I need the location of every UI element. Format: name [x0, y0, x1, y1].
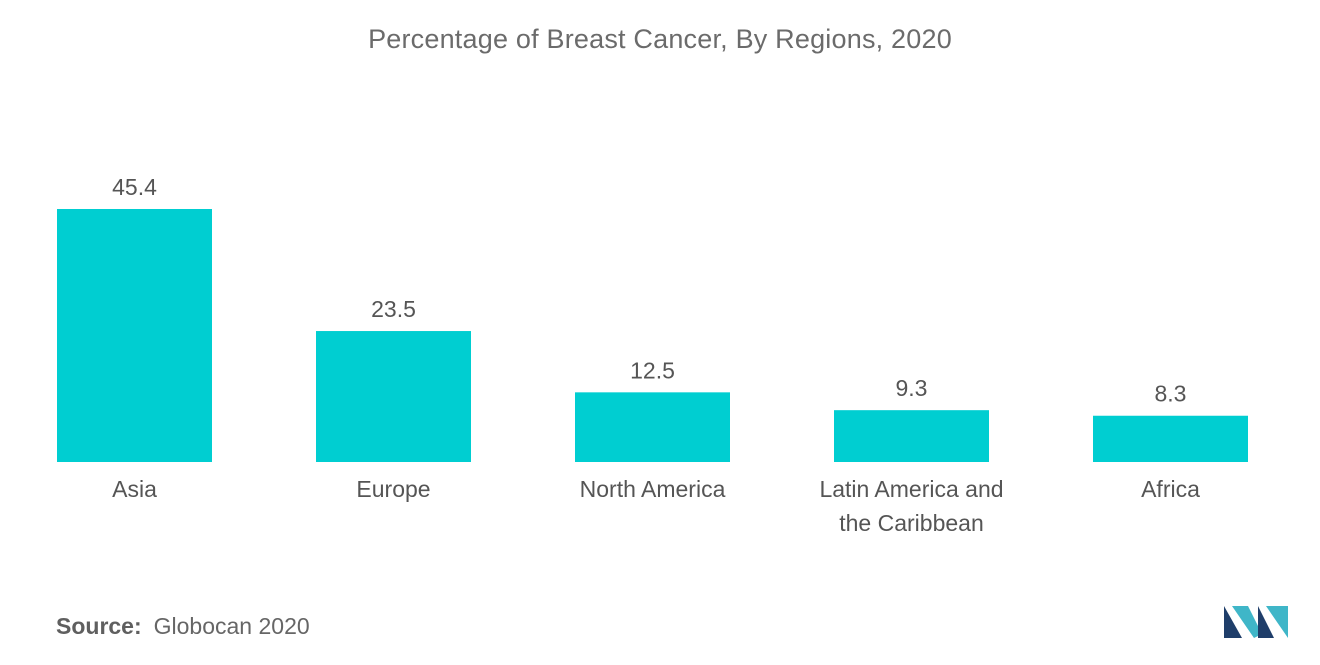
value-label-3: 9.3: [896, 375, 928, 401]
logo-shape-right: [1266, 606, 1288, 638]
value-labels-layer: 45.4 23.5 12.5 9.3 8.3: [112, 174, 1186, 407]
logo-shape-mid-right: [1258, 606, 1274, 638]
category-label-1: Europe: [356, 476, 430, 502]
category-label-2: North America: [580, 476, 726, 502]
bar-1: [316, 331, 471, 462]
bar-2: [575, 392, 730, 462]
bar-4: [1093, 415, 1248, 462]
chart-title: Percentage of Breast Cancer, By Regions,…: [368, 24, 952, 54]
value-label-1: 23.5: [371, 296, 416, 322]
source-label: Source:: [56, 613, 142, 639]
bar-3: [834, 410, 989, 462]
bars-layer: [57, 209, 1248, 462]
mordor-logo-icon: [1224, 606, 1288, 638]
category-label-4: Africa: [1141, 476, 1200, 502]
bar-0: [57, 209, 212, 462]
value-label-4: 8.3: [1155, 381, 1187, 407]
source-note: Source: Globocan 2020: [56, 613, 310, 640]
category-label-3-line-0: Latin America and: [819, 476, 1003, 502]
source-text: Globocan 2020: [153, 613, 310, 639]
category-label-0: Asia: [112, 476, 157, 502]
logo-shape-left: [1224, 606, 1242, 638]
bar-chart: 45.4 23.5 12.5 9.3 8.3 Asia Europe North Ameri…: [57, 174, 1248, 536]
value-label-0: 45.4: [112, 174, 157, 200]
logo-shape-mid-left: [1232, 606, 1262, 638]
category-labels-layer: Asia Europe North America Latin America and…: [112, 476, 1200, 536]
category-label-3-line-1: the Caribbean: [839, 510, 984, 536]
value-label-2: 12.5: [630, 357, 675, 383]
